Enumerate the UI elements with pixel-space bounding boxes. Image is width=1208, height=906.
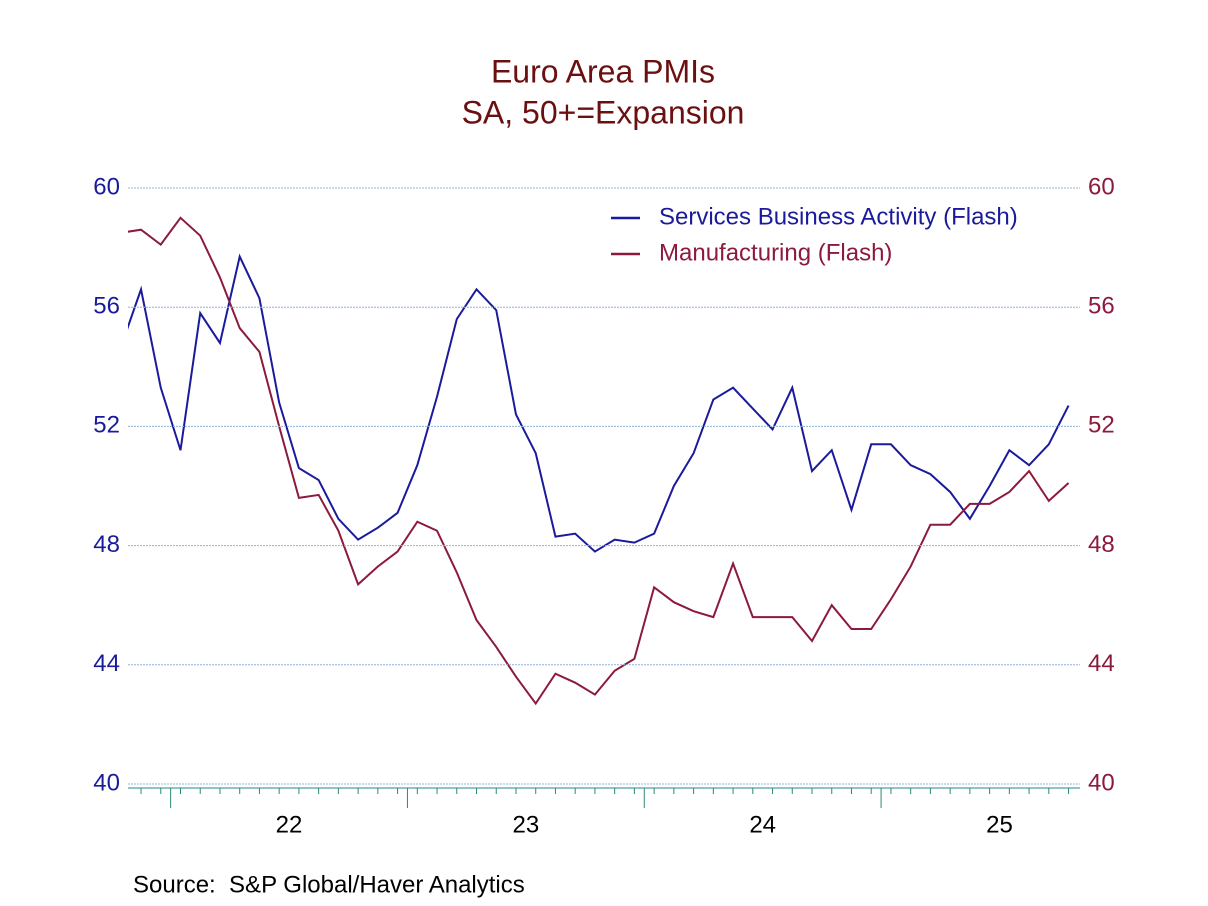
y2-tick-label: 60 — [1088, 173, 1115, 200]
y-tick-label: 44 — [93, 650, 120, 677]
y-tick-label: 52 — [93, 412, 120, 439]
y-tick-label: 56 — [93, 293, 120, 320]
x-tick-label: 23 — [512, 811, 539, 838]
y2-tick-label: 40 — [1088, 769, 1115, 796]
y2-tick-label: 52 — [1088, 412, 1115, 439]
series-line — [128, 253, 1070, 553]
legend-label: Services Business Activity (Flash) — [659, 203, 1018, 230]
y2-tick-label: 56 — [1088, 293, 1115, 320]
source-note: Source: S&P Global/Haver Analytics — [133, 871, 525, 898]
chart-subtitle: SA, 50+=Expansion — [462, 94, 745, 130]
y2-tick-label: 48 — [1088, 531, 1115, 558]
y2-tick-label: 44 — [1088, 650, 1115, 677]
y-tick-label: 40 — [93, 769, 120, 796]
x-tick-label: 22 — [276, 811, 303, 838]
x-tick-label: 24 — [749, 811, 776, 838]
y-tick-label: 48 — [93, 531, 120, 558]
y-tick-label: 60 — [93, 173, 120, 200]
legend-label: Manufacturing (Flash) — [659, 239, 892, 266]
chart-title: Euro Area PMIs — [491, 53, 715, 89]
x-tick-label: 25 — [986, 811, 1013, 838]
